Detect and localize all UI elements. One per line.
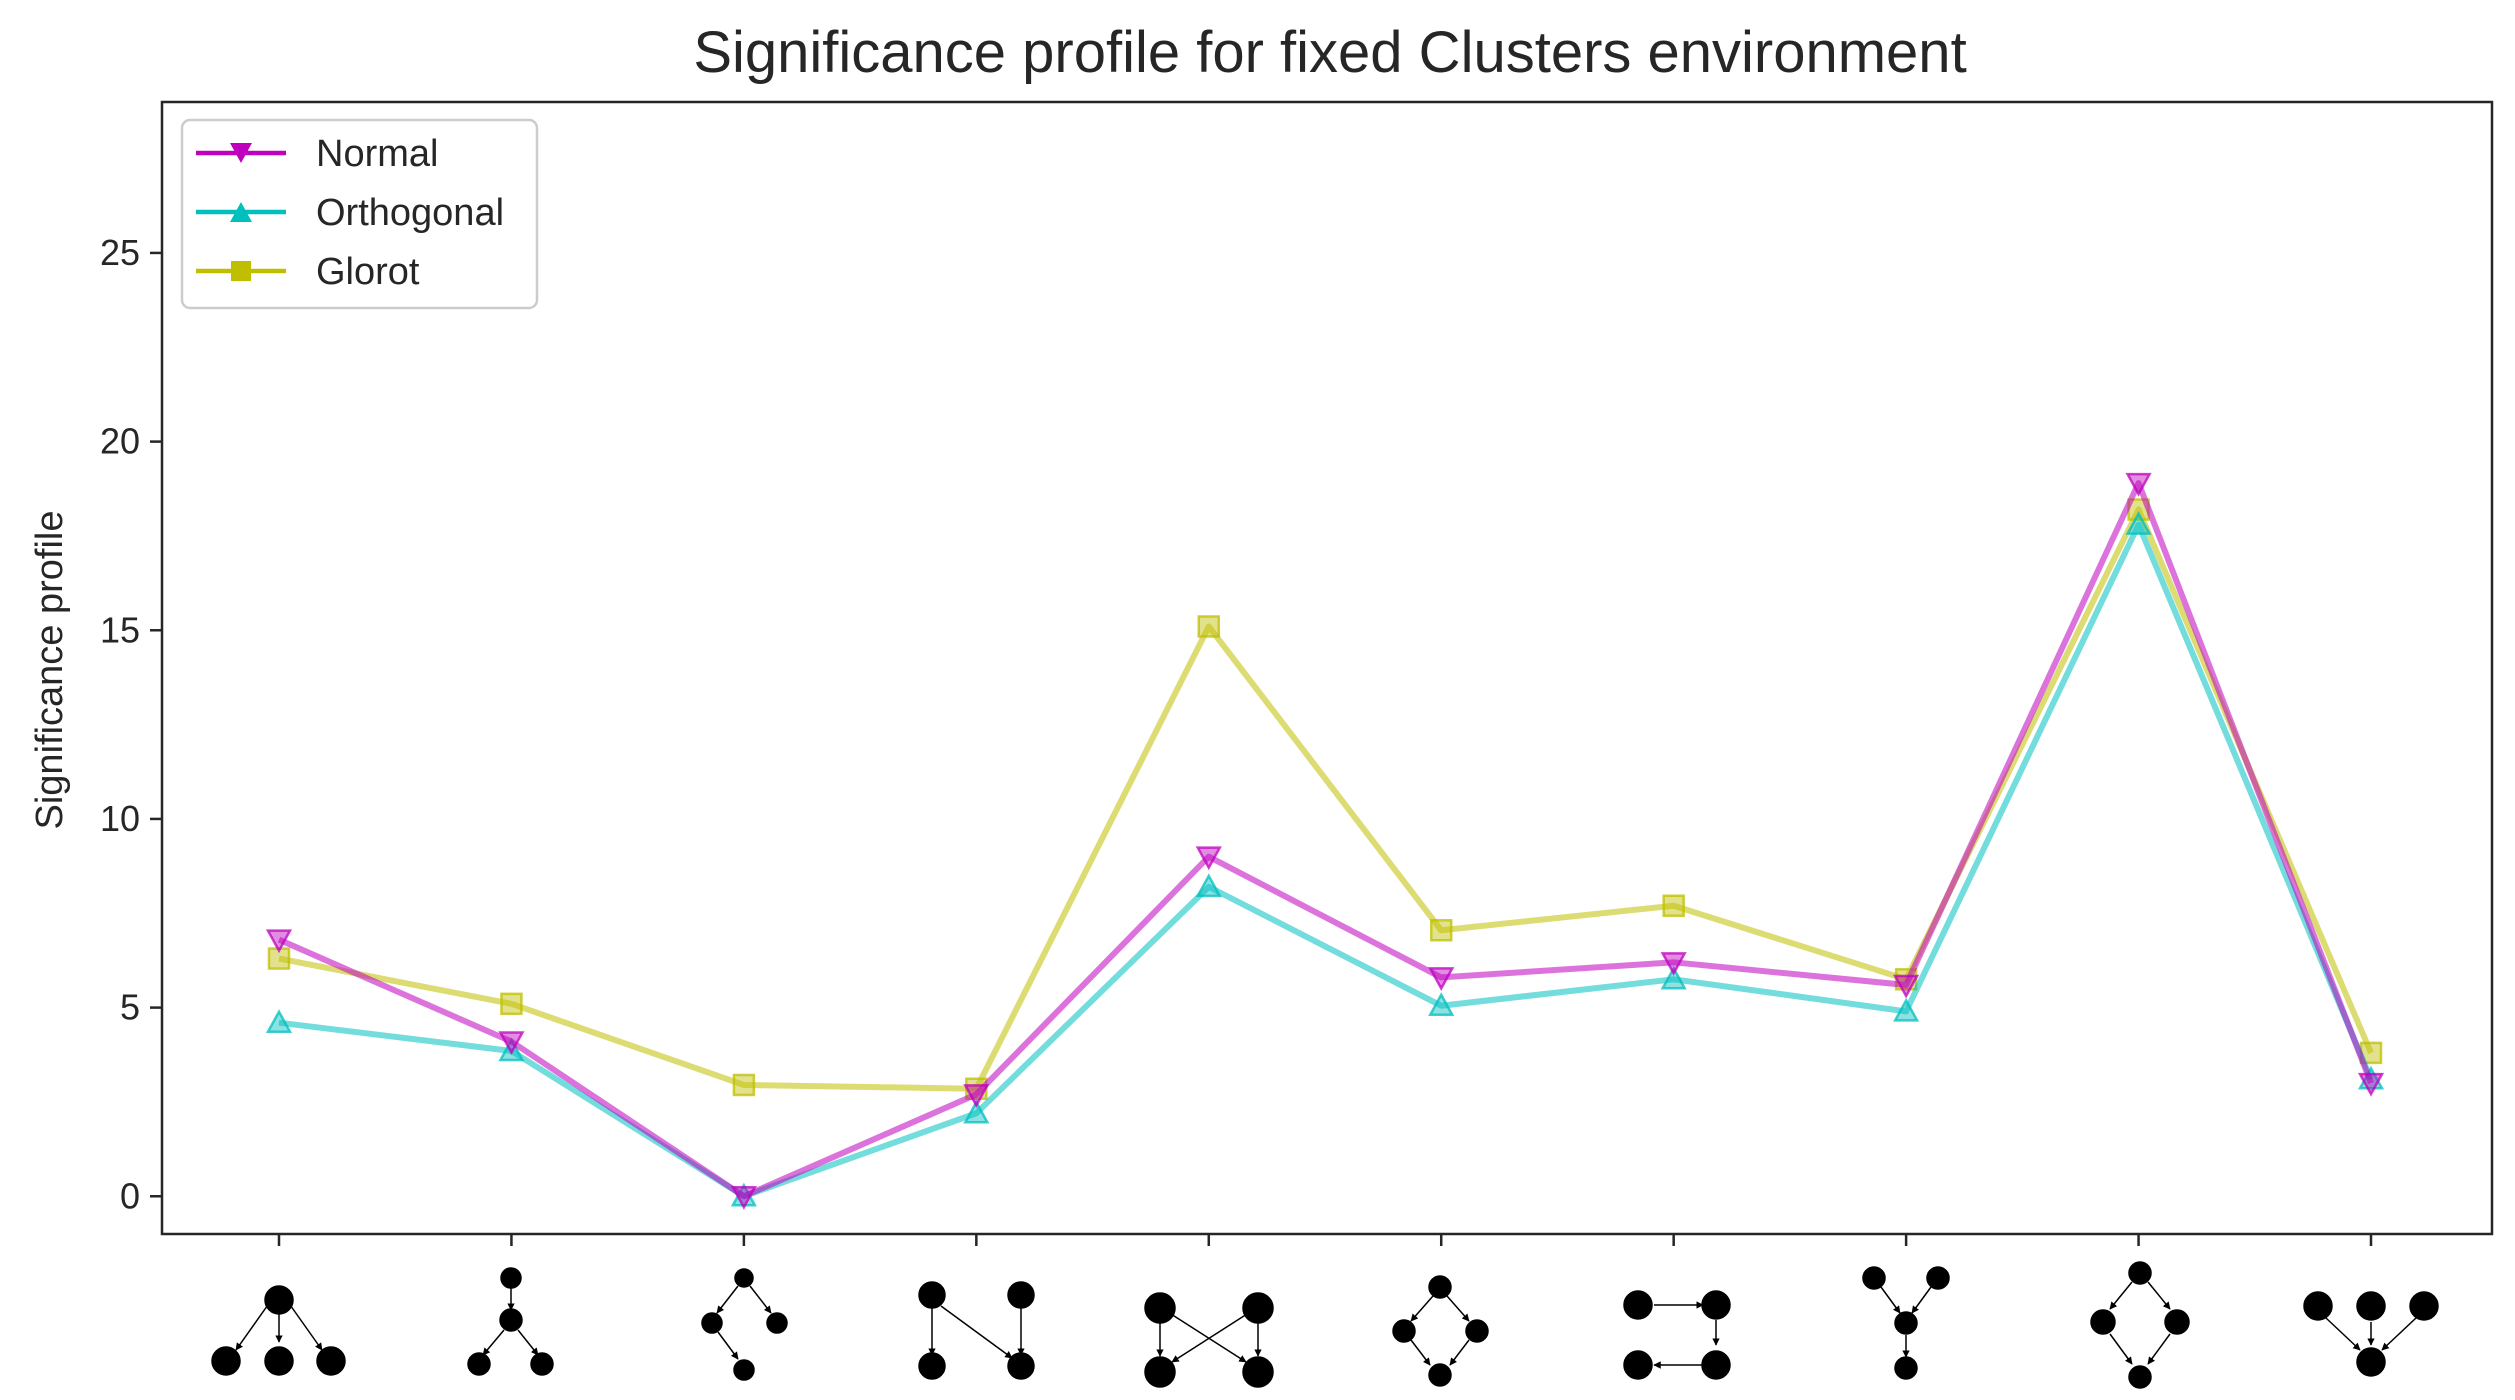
legend-entry-normal: Normal <box>196 133 438 175</box>
data-point-orthogonal <box>963 1099 990 1124</box>
data-point-orthogonal <box>1428 992 1455 1016</box>
y-axis: 0 5 10 15 20 25 <box>100 232 162 1216</box>
data-point-glorot <box>500 992 523 1016</box>
motif-4-icon <box>918 1281 1035 1380</box>
triangle-down-icon <box>230 143 252 163</box>
motif-8-icon <box>1862 1266 1950 1380</box>
data-point-glorot <box>1662 894 1685 917</box>
y-tick-label: 5 <box>120 987 140 1028</box>
legend-entry-glorot: Glorot <box>196 251 420 293</box>
data-point-normal <box>963 1084 990 1108</box>
series-layer <box>265 472 2385 1210</box>
y-tick-label: 15 <box>100 609 140 650</box>
series-line-normal <box>277 480 2374 1200</box>
y-tick-label: 10 <box>100 798 140 839</box>
legend-label-orthogonal: Orthogonal <box>316 192 504 234</box>
motif-3-icon <box>701 1268 788 1381</box>
data-point-glorot <box>1429 918 1453 942</box>
data-point-orthogonal <box>265 1009 293 1033</box>
data-point-normal <box>498 1031 525 1056</box>
legend-box <box>180 118 539 310</box>
data-point-normal <box>730 1186 758 1210</box>
motif-5-icon <box>1144 1292 1274 1388</box>
data-point-glorot <box>1197 615 1221 638</box>
y-tick-label: 20 <box>100 421 140 462</box>
data-point-normal <box>1195 846 1222 871</box>
motif-1-icon <box>211 1285 346 1376</box>
data-point-orthogonal <box>1195 873 1222 898</box>
y-axis-label: Significance profile <box>29 511 71 830</box>
y-tick-label: 25 <box>100 232 140 273</box>
data-point-normal <box>1660 952 1687 976</box>
motif-9-icon <box>2090 1261 2190 1389</box>
series-line-glorot <box>278 506 2374 1092</box>
series-normal <box>265 472 2385 1210</box>
series-glorot <box>267 498 2383 1100</box>
data-point-normal <box>2125 472 2152 497</box>
legend-label-glorot: Glorot <box>316 251 420 293</box>
x-axis <box>277 1234 2373 1246</box>
data-point-normal <box>1892 974 1920 999</box>
square-icon <box>231 261 251 281</box>
motif-2-icon <box>467 1267 554 1376</box>
plot-frame <box>160 100 2494 1236</box>
data-point-normal <box>265 929 293 954</box>
motif-6-icon <box>1392 1275 1489 1387</box>
motif-7-icon <box>1623 1290 1731 1380</box>
data-point-normal <box>1428 967 1455 992</box>
y-tick-label: 0 <box>120 1175 140 1216</box>
motif-10-icon <box>2303 1291 2439 1377</box>
chart-title: Significance profile for fixed Clusters … <box>693 20 1966 85</box>
data-point-orthogonal <box>2125 511 2152 535</box>
legend: Normal Orthogonal Glorot <box>180 118 539 310</box>
series-orthogonal <box>265 511 2385 1207</box>
data-point-normal <box>2357 1072 2385 1097</box>
data-point-glorot <box>732 1073 756 1097</box>
data-point-orthogonal <box>1660 965 1687 990</box>
triangle-up-icon <box>230 202 252 222</box>
x-tick-motif-glyphs <box>211 1261 2439 1389</box>
legend-entry-orthogonal: Orthogonal <box>196 192 504 234</box>
legend-label-normal: Normal <box>316 133 438 175</box>
series-line-orthogonal <box>278 521 2374 1200</box>
data-point-orthogonal <box>1892 997 1920 1022</box>
